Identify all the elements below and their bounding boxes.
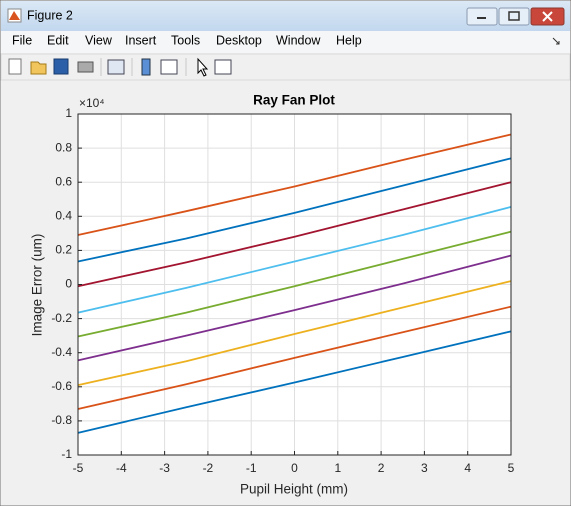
menu-item[interactable]: Tools	[171, 33, 200, 47]
y-tick-label: -1	[61, 447, 72, 461]
property-editor-icon[interactable]	[214, 59, 232, 75]
colorbar-icon[interactable]	[141, 58, 151, 76]
data-line	[77, 254, 512, 362]
y-tick-label: -0.6	[51, 379, 72, 393]
app-icon-glyph	[9, 11, 20, 20]
y-tick-label: 0.2	[55, 243, 72, 257]
x-tick-label: 4	[464, 461, 471, 475]
data-line	[77, 305, 512, 410]
x-tick-label: -3	[159, 461, 170, 475]
data-line	[77, 330, 512, 434]
menu-item[interactable]: File	[12, 33, 32, 47]
data-line	[77, 157, 512, 263]
y-tick-label: 0	[65, 277, 72, 291]
menu-bar	[1, 31, 570, 53]
x-tick-label: 1	[334, 461, 341, 475]
y-axis-label: Image Error (um)	[30, 234, 45, 337]
y-tick-label: -0.2	[51, 311, 72, 325]
edit-plot-icon[interactable]	[197, 57, 209, 77]
toolbar	[0, 53, 571, 81]
data-line	[77, 206, 512, 314]
y-tick-label: 0.8	[55, 140, 72, 154]
close-glyph	[542, 11, 553, 22]
maximize-glyph	[508, 11, 520, 21]
y-tick-label: 0.6	[55, 174, 72, 188]
x-tick-label: -2	[203, 461, 214, 475]
legend-icon[interactable]	[160, 59, 178, 75]
menu-item[interactable]: Edit	[47, 33, 69, 47]
new-icon[interactable]	[8, 58, 22, 75]
x-tick-label: 3	[421, 461, 428, 475]
x-tick-label: 0	[291, 461, 298, 475]
menu-item[interactable]: View	[85, 33, 113, 47]
x-tick-label: 2	[378, 461, 385, 475]
x-tick-label: -5	[73, 461, 84, 475]
data-line	[77, 181, 512, 288]
y-exponent-label: ×10⁴	[79, 96, 105, 110]
y-tick-label: 0.4	[55, 208, 72, 222]
menu-item[interactable]: Desktop	[216, 33, 262, 47]
minimize-button[interactable]	[466, 7, 498, 26]
menu-item[interactable]: Insert	[125, 33, 157, 47]
chart-title: Ray Fan Plot	[253, 93, 335, 108]
dock-arrow[interactable]	[552, 37, 560, 45]
x-tick-label: 5	[508, 461, 515, 475]
x-axis-label: Pupil Height (mm)	[240, 482, 348, 497]
maximize-button[interactable]	[498, 7, 530, 26]
x-tick-label: -1	[246, 461, 257, 475]
link-icon[interactable]	[107, 59, 125, 75]
minimize-glyph	[477, 17, 486, 19]
y-tick-label: -0.8	[51, 413, 72, 427]
window-title: Figure 2	[27, 8, 73, 22]
data-line	[77, 133, 512, 236]
menu-item[interactable]: Help	[336, 33, 362, 47]
save-icon[interactable]	[53, 58, 69, 75]
menu-item[interactable]: Window	[276, 33, 321, 47]
y-tick-label: -0.4	[51, 345, 72, 359]
data-line	[77, 280, 512, 386]
y-tick-label: 1	[65, 106, 72, 120]
print-icon[interactable]	[77, 61, 94, 73]
x-tick-label: -4	[116, 461, 127, 475]
open-icon[interactable]	[30, 61, 47, 75]
data-line	[77, 230, 512, 338]
